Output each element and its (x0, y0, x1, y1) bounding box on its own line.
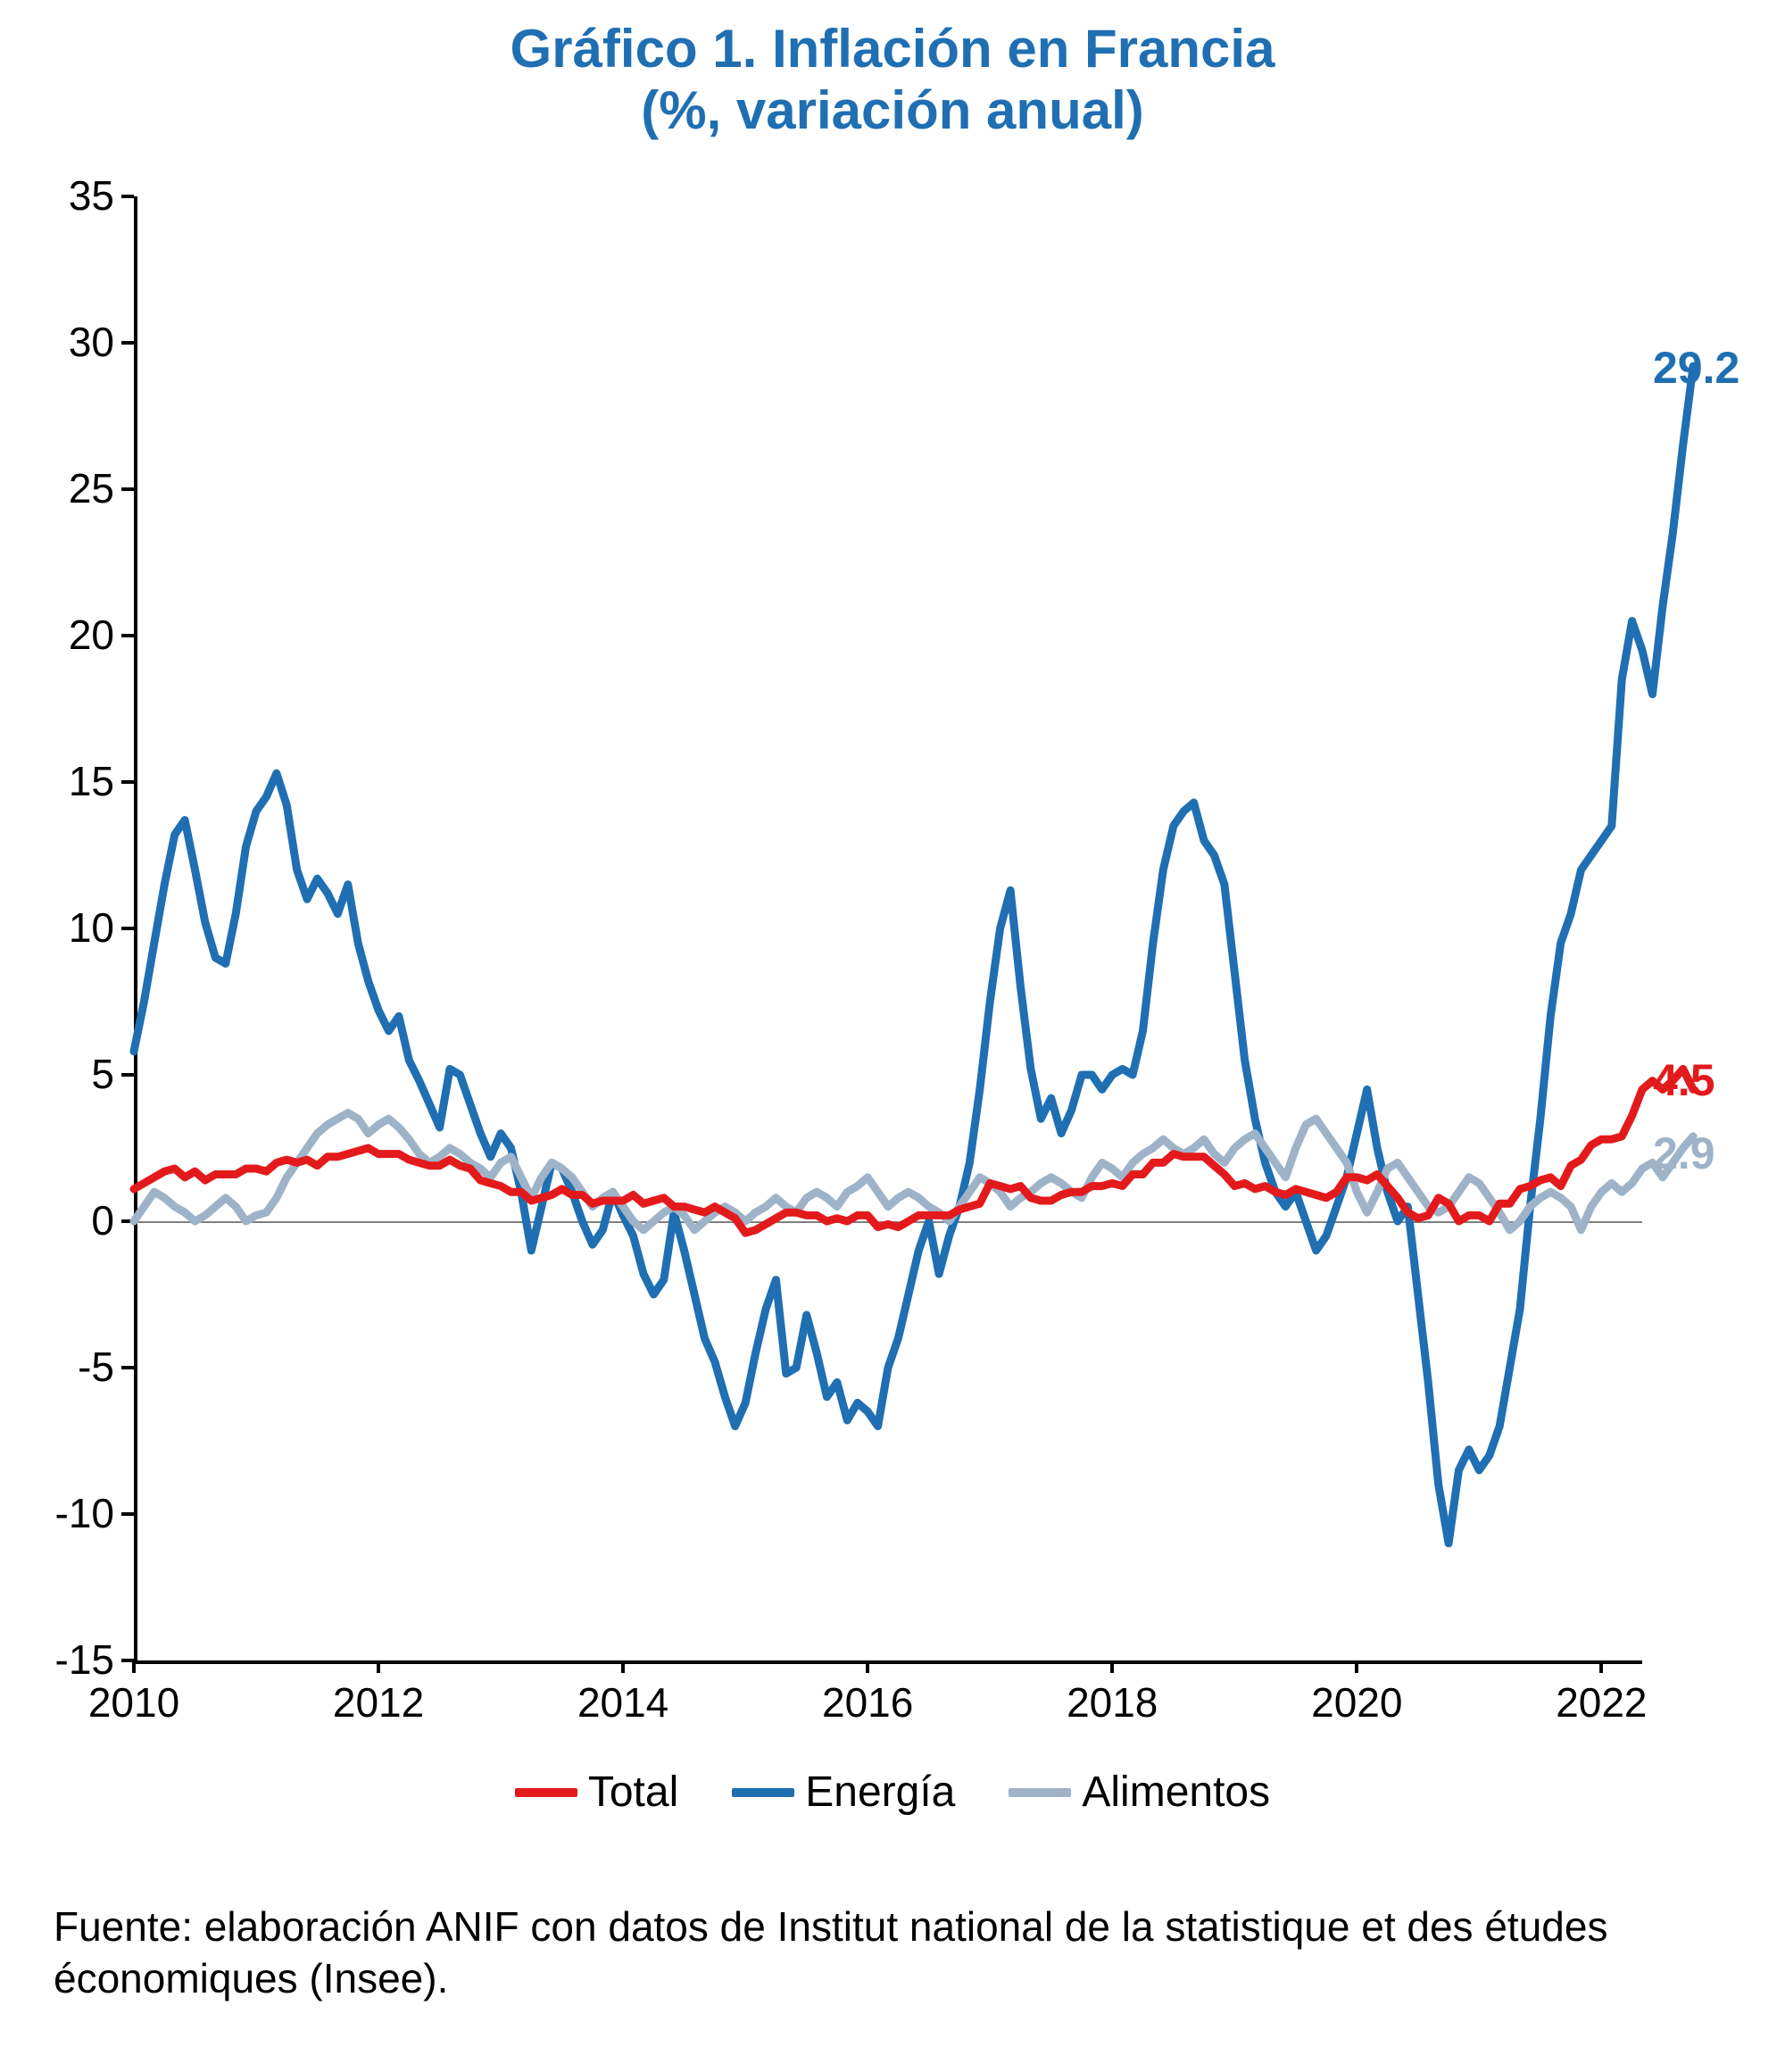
end-label-energia: 29.2 (1653, 342, 1739, 394)
end-label-total: 4.5 (1653, 1054, 1715, 1106)
end-label-alimentos: 2.9 (1653, 1128, 1715, 1179)
chart-container: Gráfico 1. Inflación en Francia(%, varia… (0, 0, 1785, 2072)
series-line-energia (134, 366, 1693, 1544)
legend-swatch-energia (732, 1788, 794, 1797)
legend-item-energia: Energía (732, 1768, 955, 1817)
legend-label-alimentos: Alimentos (1082, 1768, 1270, 1817)
series-line-total (134, 1069, 1693, 1233)
plot-svg (0, 0, 1785, 2072)
series-line-alimentos (134, 1113, 1693, 1230)
legend-label-total: Total (588, 1768, 678, 1817)
legend-item-total: Total (515, 1768, 678, 1817)
source-text: Fuente: elaboración ANIF con datos de In… (54, 1901, 1731, 2004)
legend-item-alimentos: Alimentos (1009, 1768, 1270, 1817)
legend-swatch-alimentos (1009, 1788, 1071, 1797)
legend-label-energia: Energía (805, 1768, 955, 1817)
legend-swatch-total (515, 1788, 577, 1797)
legend: Total Energía Alimentos (0, 1768, 1785, 1817)
